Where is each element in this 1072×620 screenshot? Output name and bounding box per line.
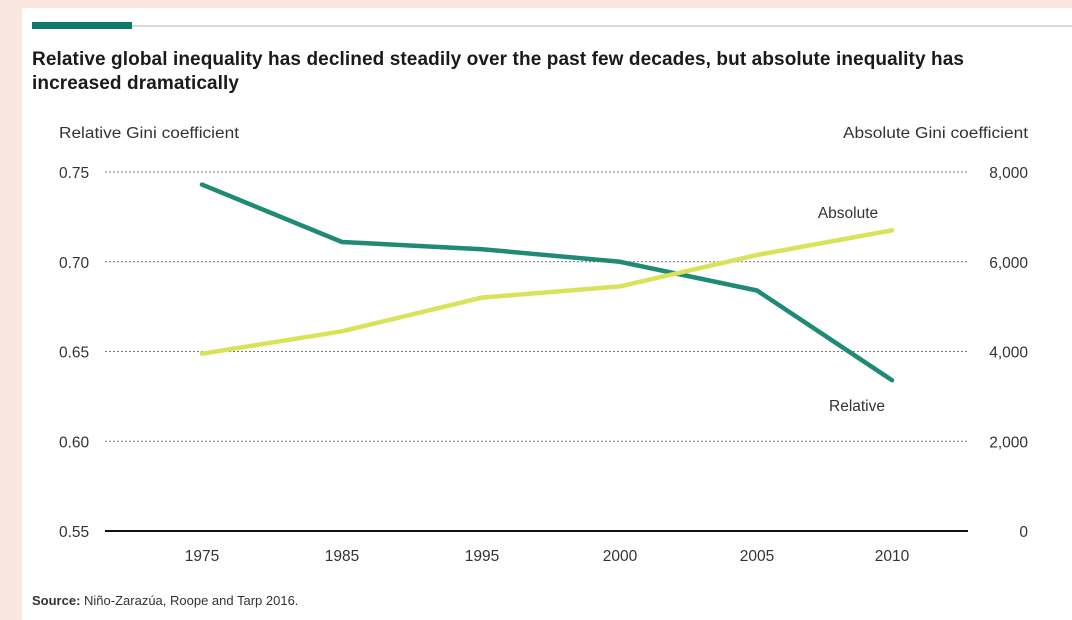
series-line-relative xyxy=(199,182,895,383)
y-left-tick-label: 0.65 xyxy=(59,345,89,362)
header-rule xyxy=(132,25,1072,27)
data-point-relative xyxy=(340,240,344,244)
y-right-axis-title: Absolute Gini coefficient xyxy=(843,125,1029,142)
y-right-tick-label: 8,000 xyxy=(989,165,1028,182)
data-point-relative xyxy=(618,259,622,264)
chart-card: Relative global inequality has declined … xyxy=(22,8,1072,620)
y-left-tick-label: 0.75 xyxy=(59,165,89,182)
data-point-relative xyxy=(480,247,484,252)
y-right-tick-label: 6,000 xyxy=(989,255,1028,272)
x-tick-label: 2000 xyxy=(603,548,638,565)
y-left-tick-label: 0.70 xyxy=(59,255,90,272)
data-point-absolute xyxy=(618,284,622,289)
data-point-relative xyxy=(200,182,204,187)
data-point-absolute xyxy=(480,295,484,300)
x-tick-label: 1985 xyxy=(325,548,359,565)
series-label-relative: Relative xyxy=(829,398,885,415)
x-tick-label: 1995 xyxy=(465,548,499,565)
data-point-relative xyxy=(755,288,759,293)
source-note: Source: Niño-Zarazúa, Roope and Tarp 201… xyxy=(32,593,298,608)
y-right-tick-label: 0 xyxy=(1019,524,1028,541)
chart-title: Relative global inequality has declined … xyxy=(32,49,965,94)
y-right-tick-label: 4,000 xyxy=(989,345,1028,362)
series-line-absolute xyxy=(199,228,895,356)
y-left-tick-label: 0.55 xyxy=(59,524,89,541)
data-point-relative xyxy=(890,378,894,383)
accent-bar xyxy=(32,22,132,29)
y-left-tick-label: 0.60 xyxy=(59,434,90,451)
source-text: Niño-Zarazúa, Roope and Tarp 2016. xyxy=(80,593,299,608)
data-point-absolute xyxy=(755,253,759,257)
source-label: Source: xyxy=(32,593,81,608)
y-left-axis-title: Relative Gini coefficient xyxy=(59,125,240,142)
x-tick-label: 1975 xyxy=(185,548,219,565)
data-point-absolute xyxy=(340,329,344,334)
data-point-absolute xyxy=(890,228,894,233)
x-tick-label: 2005 xyxy=(740,548,774,565)
series-label-absolute: Absolute xyxy=(818,205,878,222)
x-tick-label: 2010 xyxy=(875,548,910,565)
data-point-absolute xyxy=(200,351,204,356)
y-right-tick-label: 2,000 xyxy=(989,434,1028,451)
